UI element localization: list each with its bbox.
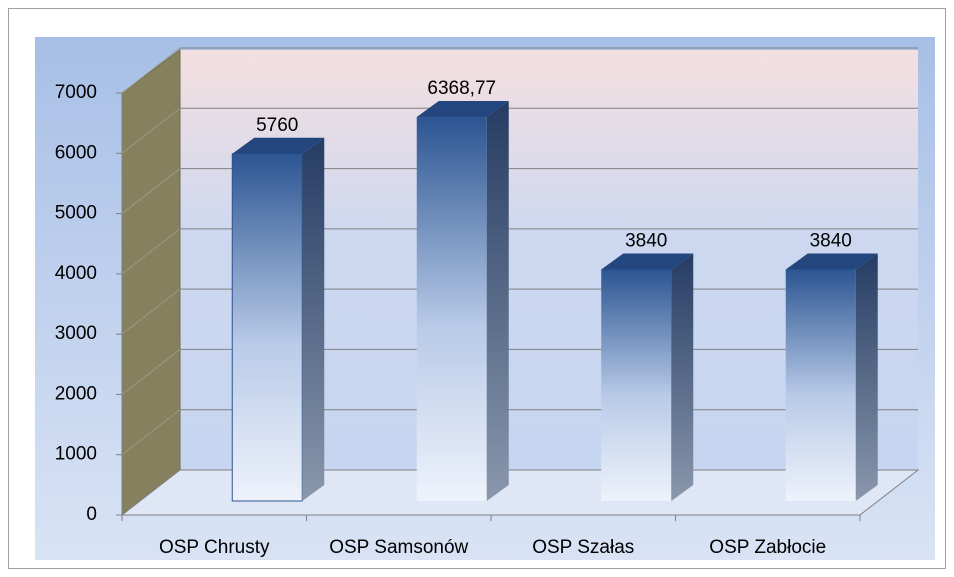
side-wall <box>121 49 181 517</box>
x-tick-label: OSP Chrusty <box>159 537 270 558</box>
y-tick-label: 4000 <box>55 263 97 284</box>
y-tick-label: 7000 <box>55 82 97 103</box>
bar <box>601 269 672 501</box>
grid-line <box>121 168 181 214</box>
bar-side <box>302 137 325 502</box>
grid-line <box>121 288 181 335</box>
y-tick-label: 0 <box>86 504 97 525</box>
x-tick-label: OSP Samsonów <box>329 537 468 558</box>
bar <box>231 153 303 502</box>
x-tick-label: OSP Szałas <box>532 537 634 558</box>
bar-side <box>486 101 509 502</box>
y-tick-label: 3000 <box>55 323 97 344</box>
value-label: 6368,77 <box>427 78 496 99</box>
y-tick-label: 2000 <box>55 383 97 404</box>
bar-side <box>671 253 694 501</box>
bar-top <box>416 101 509 118</box>
bar-top <box>785 253 878 270</box>
grid-line <box>121 409 181 456</box>
grid-line <box>121 107 181 154</box>
bar-top <box>601 253 694 270</box>
back-wall <box>180 50 918 470</box>
grid-line <box>121 228 181 275</box>
y-tick-label: 5000 <box>55 203 97 224</box>
value-label: 5760 <box>256 115 298 136</box>
grid-line <box>121 47 181 94</box>
bar-side <box>855 253 878 501</box>
x-tick-label: OSP Zabłocie <box>709 537 826 558</box>
value-label: 3840 <box>625 231 667 252</box>
bar <box>416 117 487 502</box>
y-tick-label: 6000 <box>55 142 97 163</box>
bar <box>785 269 856 501</box>
value-label: 3840 <box>810 231 852 252</box>
grid-line <box>121 349 181 395</box>
y-tick-label: 1000 <box>55 444 97 465</box>
bar-top <box>232 137 325 154</box>
